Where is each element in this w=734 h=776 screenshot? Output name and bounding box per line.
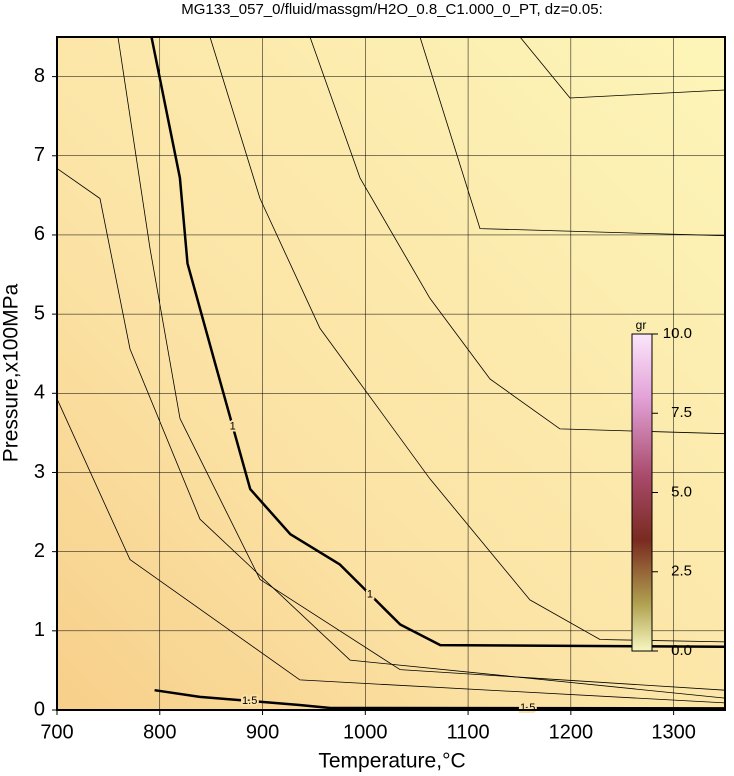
colorbar-ticks: 0.0 2.5 5.0 7.5 10.0 <box>652 325 692 659</box>
y-tick-label: 7 <box>34 144 45 166</box>
grid <box>56 37 725 711</box>
y-tick-label: 2 <box>34 540 45 562</box>
contour-line <box>56 168 726 699</box>
colorbar-tick-label: 10.0 <box>663 325 692 342</box>
chart-title: MG133_057_0/fluid/massgm/H2O_0.8_C1.000_… <box>181 1 603 18</box>
contour-label: 1 <box>230 420 236 432</box>
contour-line <box>419 36 726 237</box>
y-tick-label: 8 <box>34 65 45 87</box>
axes: 700 800 900 1000 1100 1200 1300 0 1 2 3 4 5 6 7 8 <box>34 65 696 743</box>
x-tick-label: 1200 <box>549 721 594 743</box>
contour-label: 1.5 <box>520 702 535 714</box>
contour-label: 1 <box>367 588 373 600</box>
y-axis-label: Pressure,x100MPa <box>0 283 23 462</box>
contour-line-bold <box>154 688 726 710</box>
plot-frame <box>56 36 726 711</box>
x-tick-label: 1300 <box>651 721 696 743</box>
contour-line <box>309 36 726 435</box>
y-tick-label: 4 <box>34 382 45 404</box>
y-tick-label: 6 <box>34 223 45 245</box>
x-tick-label: 900 <box>246 721 279 743</box>
contour-line <box>519 36 726 99</box>
colorbar-tick-label: 2.5 <box>671 563 692 580</box>
y-tick-label: 3 <box>34 461 45 483</box>
y-tick-label: 1 <box>34 619 45 641</box>
contours <box>56 36 726 710</box>
contour-line <box>56 398 726 704</box>
colorbar-tick-label: 5.0 <box>671 483 692 500</box>
plot-background <box>57 37 725 710</box>
contour-label: 1.5 <box>242 695 257 707</box>
contour-line <box>209 36 726 643</box>
colorbar-tick-label: 7.5 <box>671 404 692 421</box>
contour-line <box>117 36 726 691</box>
contour-labels: 1 1 1.5 1.5 <box>228 418 538 716</box>
contour-line-bold <box>150 36 726 648</box>
colorbar <box>631 333 653 652</box>
y-tick-label: 5 <box>34 302 45 324</box>
colorbar-title: gr <box>636 318 647 332</box>
x-tick-label: 1100 <box>447 721 490 743</box>
x-tick-label: 800 <box>143 721 176 743</box>
y-tick-label: 0 <box>34 698 45 720</box>
x-tick-label: 1000 <box>343 721 388 743</box>
x-tick-label: 700 <box>40 721 73 743</box>
x-axis-label: Temperature,°C <box>318 750 465 773</box>
colorbar-tick-label: 0.0 <box>671 642 692 659</box>
